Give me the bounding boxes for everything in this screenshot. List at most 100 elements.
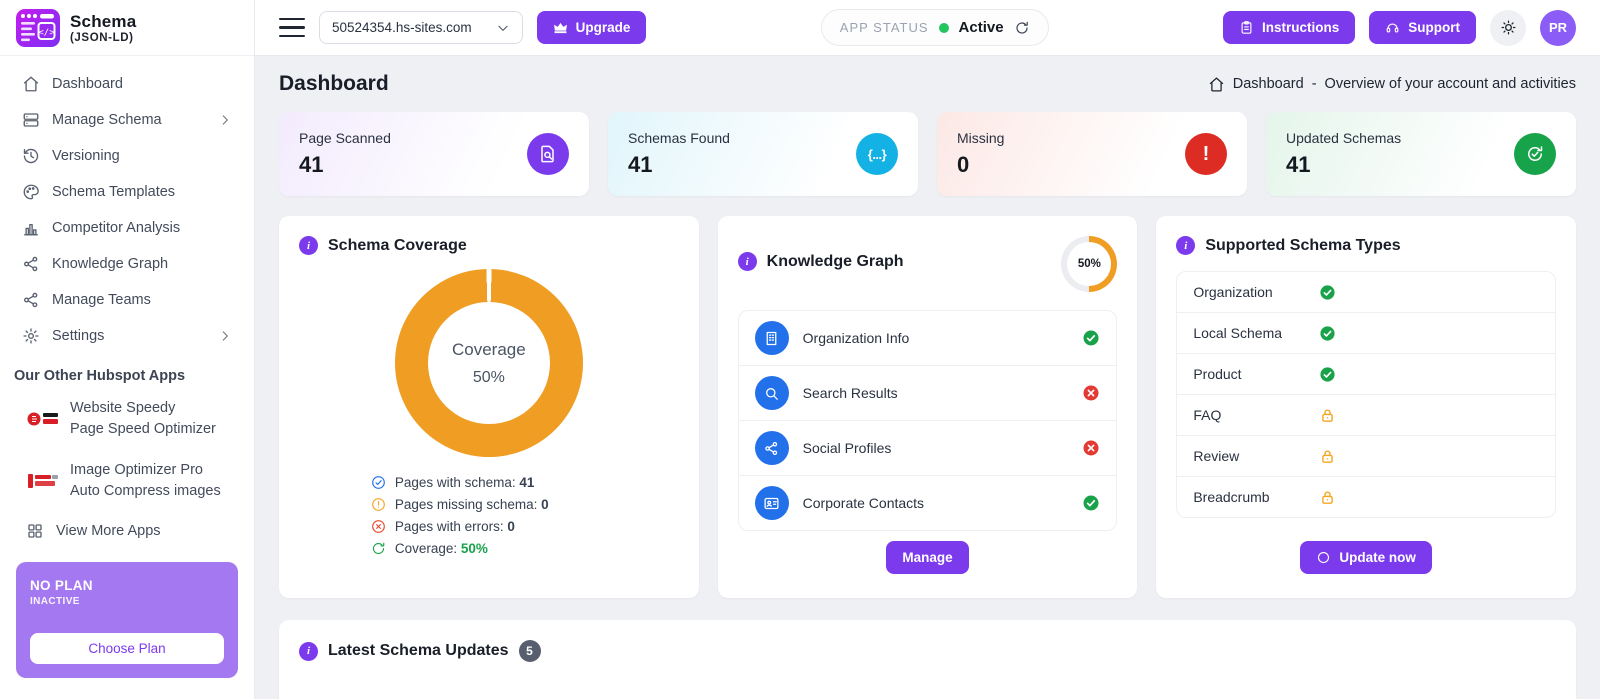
sidebar-item-competitor-analysis[interactable]: Competitor Analysis xyxy=(6,210,248,246)
gear-icon xyxy=(22,327,40,345)
sidebar-item-versioning[interactable]: Versioning xyxy=(6,138,248,174)
breadcrumb: Dashboard - Overview of your account and… xyxy=(1208,76,1576,93)
sidebar-item-settings[interactable]: Settings xyxy=(6,318,248,354)
app-status-value: Active xyxy=(958,19,1004,36)
domain-select-value: 50524354.hs-sites.com xyxy=(332,20,472,35)
sidebar-item-manage-schema[interactable]: Manage Schema xyxy=(6,102,248,138)
schema-coverage-title: Schema Coverage xyxy=(328,236,467,254)
upgrade-button[interactable]: Upgrade xyxy=(536,11,647,44)
legend-row: Coverage: 50% xyxy=(371,541,607,556)
chevron-right-icon xyxy=(218,113,232,127)
schema-type-row-local-schema: Local Schema xyxy=(1177,313,1555,354)
search-icon xyxy=(754,376,789,410)
update-now-button[interactable]: Update now xyxy=(1300,541,1432,574)
plan-title: NO PLAN xyxy=(30,578,93,594)
sidebar-item-schema-templates[interactable]: Schema Templates xyxy=(6,174,248,210)
sidebar-app-image-optimizer-pro[interactable]: Image Optimizer Pro Auto Compress images xyxy=(0,450,254,512)
page-title: Dashboard xyxy=(279,72,389,95)
sidebar-item-label: Settings xyxy=(52,328,105,344)
x-circle-icon xyxy=(1082,384,1100,402)
sidebar-item-knowledge-graph[interactable]: Knowledge Graph xyxy=(6,246,248,282)
avatar[interactable]: PR xyxy=(1540,9,1576,46)
sidebar-item-label: Knowledge Graph xyxy=(52,256,169,272)
brand-subtitle: (JSON-LD) xyxy=(70,31,134,44)
legend-row: Pages with errors: 0 xyxy=(371,519,607,534)
sun-icon xyxy=(1500,19,1517,36)
breadcrumb-separator: - xyxy=(1311,76,1317,92)
sidebar-item-label: Dashboard xyxy=(52,76,123,92)
coverage-donut-chart: Coverage 50% xyxy=(394,269,583,457)
refresh-status-icon[interactable] xyxy=(1014,20,1030,36)
schema-type-label: Product xyxy=(1193,366,1242,382)
schema-coverage-card: i Schema Coverage Coverage 50% Pages wit… xyxy=(279,216,699,598)
schema-type-row-faq: FAQ xyxy=(1177,395,1555,436)
theme-toggle-button[interactable] xyxy=(1490,9,1526,46)
knowledge-graph-card: i Knowledge Graph 50% Organization Info … xyxy=(717,216,1138,598)
brand: </> Schema (JSON-LD) xyxy=(0,0,254,56)
knowledge-graph-title: Knowledge Graph xyxy=(766,252,904,270)
schema-type-row-breadcrumb: Breadcrumb xyxy=(1177,477,1555,517)
breadcrumb-description: Overview of your account and activities xyxy=(1324,76,1576,92)
instructions-button[interactable]: Instructions xyxy=(1222,11,1356,44)
sidebar-item-dashboard[interactable]: Dashboard xyxy=(6,66,248,102)
stat-label: Missing xyxy=(957,130,1005,146)
app-promo-label: Website Speedy Page Speed Optimizer xyxy=(70,400,216,438)
knowledge-graph-progress-ring: 50% xyxy=(1061,236,1118,292)
brand-name: Schema (JSON-LD) xyxy=(70,12,136,44)
bar-chart-icon xyxy=(22,219,40,237)
schema-type-label: FAQ xyxy=(1193,407,1222,423)
info-icon: i xyxy=(299,641,318,661)
legend-text: Pages with errors: 0 xyxy=(394,519,515,534)
website-speedy-logo-icon xyxy=(26,407,60,431)
brand-logo-icon: </> xyxy=(16,8,60,47)
knowledge-graph-list: Organization Info Search Results Social … xyxy=(737,310,1118,531)
check-circle-icon xyxy=(1319,325,1336,342)
sidebar-item-label: Manage Schema xyxy=(52,112,162,128)
schema-type-label: Review xyxy=(1193,448,1240,464)
manage-button[interactable]: Manage xyxy=(886,541,969,574)
plan-status: INACTIVE xyxy=(30,596,80,608)
sidebar-nav: Dashboard Manage Schema Versioning Schem… xyxy=(0,56,254,354)
sidebar-item-manage-teams[interactable]: Manage Teams xyxy=(6,282,248,318)
plan-card: NO PLAN INACTIVE Choose Plan xyxy=(16,562,238,679)
sidebar-item-view-more-apps[interactable]: View More Apps xyxy=(0,512,254,550)
avatar-initials: PR xyxy=(1548,20,1568,35)
braces-icon: {...} xyxy=(867,146,887,162)
knowledge-graph-row-social-profiles: Social Profiles xyxy=(738,421,1117,476)
stat-label: Updated Schemas xyxy=(1286,130,1402,146)
check-circle-icon xyxy=(1319,284,1336,301)
hamburger-menu-icon[interactable] xyxy=(279,17,305,38)
lock-icon xyxy=(1319,407,1336,424)
home-icon xyxy=(22,75,40,93)
breadcrumb-page: Dashboard xyxy=(1232,76,1304,92)
building-icon xyxy=(754,321,789,355)
stat-label: Schemas Found xyxy=(628,130,730,146)
circle-alert-outline-icon xyxy=(371,497,386,512)
sidebar-item-label: Manage Teams xyxy=(52,292,151,308)
sidebar-item-label: Competitor Analysis xyxy=(52,220,181,236)
domain-select[interactable]: 50524354.hs-sites.com xyxy=(319,11,523,44)
sidebar-app-website-speedy[interactable]: Website Speedy Page Speed Optimizer xyxy=(0,388,254,450)
palette-icon xyxy=(22,183,40,201)
schema-type-row-review: Review xyxy=(1177,436,1555,477)
sidebar-item-label: Versioning xyxy=(52,148,120,164)
latest-updates-title: Latest Schema Updates xyxy=(328,642,509,659)
check-circle-icon xyxy=(1319,366,1336,383)
content: Dashboard Dashboard - Overview of your a… xyxy=(255,56,1600,699)
lock-icon xyxy=(1319,489,1336,506)
stat-value: 41 xyxy=(299,152,324,177)
knowledge-graph-item-label: Social Profiles xyxy=(802,440,892,456)
circle-check-outline-icon xyxy=(371,475,386,490)
view-more-label: View More Apps xyxy=(56,523,161,540)
app-status-pill: APP STATUS Active xyxy=(820,9,1049,46)
update-now-label: Update now xyxy=(1339,550,1416,565)
knowledge-graph-row-search-results: Search Results xyxy=(738,366,1117,421)
status-dot xyxy=(938,22,949,33)
choose-plan-button[interactable]: Choose Plan xyxy=(30,633,224,665)
info-icon: i xyxy=(299,236,318,255)
supported-schema-types-card: i Supported Schema Types Organization Lo… xyxy=(1156,216,1576,598)
schema-type-label: Local Schema xyxy=(1193,325,1283,341)
alert-icon: ! xyxy=(1202,142,1210,165)
support-button[interactable]: Support xyxy=(1369,11,1476,44)
